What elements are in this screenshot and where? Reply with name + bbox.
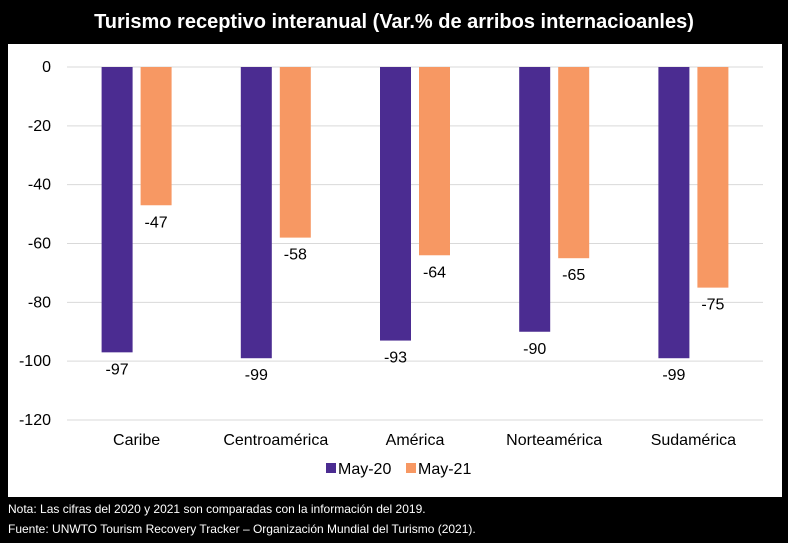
source-text: Fuente: UNWTO Tourism Recovery Tracker –… bbox=[8, 522, 476, 536]
legend-swatch bbox=[406, 463, 416, 473]
x-tick-label: América bbox=[386, 432, 445, 449]
chart-title: Turismo receptivo interanual (Var.% de a… bbox=[94, 11, 694, 33]
data-label: -93 bbox=[384, 350, 407, 367]
y-tick-label: -60 bbox=[28, 236, 51, 253]
legend-label: May-21 bbox=[418, 461, 471, 478]
data-label: -97 bbox=[106, 361, 129, 378]
data-label: -64 bbox=[423, 264, 446, 281]
bar-may-21 bbox=[697, 67, 729, 288]
note-text: Nota: Las cifras del 2020 y 2021 son com… bbox=[8, 502, 426, 516]
y-tick-label: -120 bbox=[19, 412, 51, 429]
data-label: -65 bbox=[562, 267, 585, 284]
data-label: -75 bbox=[701, 297, 724, 314]
bar-may-20 bbox=[101, 67, 133, 353]
bar-may-20 bbox=[240, 67, 272, 359]
bar-may-21 bbox=[279, 67, 311, 238]
x-tick-label: Norteamérica bbox=[506, 432, 602, 449]
x-tick-label: Caribe bbox=[113, 432, 160, 449]
y-tick-label: -80 bbox=[28, 294, 51, 311]
bar-chart: 0 -20 -40 -60 -80 -100 -120 -97 -47 Caribe -99 -58 C… bbox=[19, 59, 763, 478]
bar-may-21 bbox=[558, 67, 590, 259]
y-tick-label: 0 bbox=[42, 59, 51, 76]
bar-may-20 bbox=[658, 67, 690, 359]
data-label: -47 bbox=[145, 214, 168, 231]
data-label: -90 bbox=[523, 341, 546, 358]
x-tick-label: Sudamérica bbox=[651, 432, 736, 449]
footer-notes: Nota: Las cifras del 2020 y 2021 son com… bbox=[8, 499, 476, 539]
bar-may-20 bbox=[380, 67, 411, 341]
chart-area: 0 -20 -40 -60 -80 -100 -120 -97 -47 Caribe -99 -58 C… bbox=[8, 44, 782, 497]
y-tick-label: -20 bbox=[28, 118, 51, 135]
legend-swatch bbox=[326, 463, 336, 473]
y-tick-label: -100 bbox=[19, 353, 51, 370]
data-label: -58 bbox=[284, 247, 307, 264]
y-tick-label: -40 bbox=[28, 177, 51, 194]
bar-may-21 bbox=[419, 67, 450, 256]
x-tick-label: Centroamérica bbox=[223, 432, 328, 449]
legend-label: May-20 bbox=[338, 461, 391, 478]
bar-may-21 bbox=[140, 67, 172, 206]
data-label: -99 bbox=[662, 367, 685, 384]
bar-may-20 bbox=[519, 67, 551, 332]
data-label: -99 bbox=[245, 367, 268, 384]
